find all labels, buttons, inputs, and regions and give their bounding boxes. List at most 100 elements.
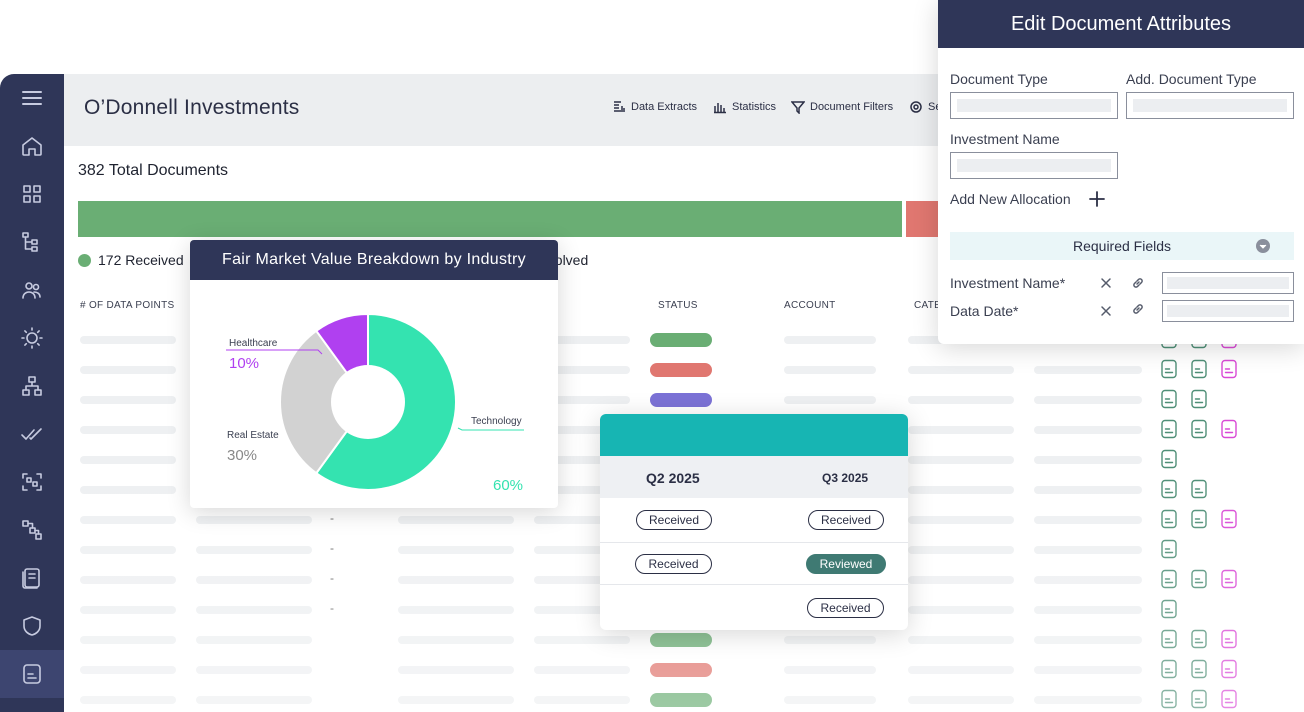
document-icon[interactable] xyxy=(1220,569,1238,589)
document-filters-button[interactable]: Document Filters xyxy=(791,100,893,114)
required-investment-name-field[interactable] xyxy=(1162,272,1294,294)
document-icon[interactable] xyxy=(1160,689,1178,709)
document-icon[interactable] xyxy=(1160,599,1178,619)
check-icon[interactable] xyxy=(20,422,44,446)
row-placeholder xyxy=(908,666,1014,674)
q2-2025-header: Q2 2025 xyxy=(646,470,700,486)
home-icon[interactable] xyxy=(20,134,44,158)
plus-icon[interactable] xyxy=(1089,191,1105,207)
legend-dot-green xyxy=(78,253,91,267)
document-icon[interactable] xyxy=(1220,359,1238,379)
document-type-label: Document Type xyxy=(950,71,1048,87)
bar-chart-icon xyxy=(714,103,726,114)
column-header-status[interactable]: STATUS xyxy=(658,300,698,311)
row-placeholder xyxy=(80,666,176,674)
row-placeholder xyxy=(534,336,630,344)
document-icon[interactable] xyxy=(1220,419,1238,439)
row-placeholder xyxy=(908,426,1014,434)
status-badge-reviewed[interactable]: Reviewed xyxy=(806,554,886,574)
document-icon[interactable] xyxy=(1220,629,1238,649)
document-icon[interactable] xyxy=(1160,509,1178,529)
link-icon[interactable] xyxy=(1131,276,1145,290)
row-placeholder xyxy=(1034,516,1142,524)
status-pill[interactable] xyxy=(650,693,712,707)
document-icon[interactable] xyxy=(1220,509,1238,529)
status-badge[interactable]: Received xyxy=(635,554,712,574)
status-pill[interactable] xyxy=(650,333,712,347)
users-icon[interactable] xyxy=(20,278,44,302)
book-icon[interactable] xyxy=(20,566,44,590)
document-icon[interactable] xyxy=(1190,509,1208,529)
row-placeholder xyxy=(80,696,176,704)
row-placeholder xyxy=(80,456,176,464)
document-icon[interactable] xyxy=(20,662,44,686)
document-icon[interactable] xyxy=(1190,359,1208,379)
column-header-data-points[interactable]: # OF DATA POINTS xyxy=(80,300,175,311)
additional-document-type-label: Add. Document Type xyxy=(1126,71,1257,87)
row-placeholder xyxy=(1034,546,1142,554)
status-pill[interactable] xyxy=(650,393,712,407)
gear-icon xyxy=(910,101,922,113)
statistics-button[interactable]: Statistics xyxy=(713,100,776,114)
donut-hole xyxy=(331,365,405,439)
document-icon[interactable] xyxy=(1160,359,1178,379)
column-header-category[interactable]: CATE xyxy=(914,300,942,311)
document-icon[interactable] xyxy=(1190,479,1208,499)
document-icon[interactable] xyxy=(1160,629,1178,649)
status-badge[interactable]: Received xyxy=(808,510,884,530)
row-placeholder xyxy=(908,516,1014,524)
row-placeholder xyxy=(908,576,1014,584)
document-icon[interactable] xyxy=(1160,449,1178,469)
document-icon[interactable] xyxy=(1160,419,1178,439)
document-icon[interactable] xyxy=(1190,389,1208,409)
document-icon[interactable] xyxy=(1160,539,1178,559)
document-icon[interactable] xyxy=(1190,419,1208,439)
row-placeholder xyxy=(534,636,630,644)
close-icon[interactable] xyxy=(1099,304,1113,318)
document-icon[interactable] xyxy=(1190,659,1208,679)
document-type-field[interactable] xyxy=(950,92,1118,119)
document-icon[interactable] xyxy=(1190,689,1208,709)
healthcare-leader-line xyxy=(226,349,323,355)
shield-icon[interactable] xyxy=(20,614,44,638)
additional-document-type-field[interactable] xyxy=(1126,92,1294,119)
status-pill[interactable] xyxy=(650,663,712,677)
document-icon[interactable] xyxy=(1160,479,1178,499)
document-icon[interactable] xyxy=(1220,689,1238,709)
flow-icon[interactable] xyxy=(20,518,44,542)
document-icon[interactable] xyxy=(1190,569,1208,589)
tree-icon[interactable] xyxy=(20,230,44,254)
status-pill[interactable] xyxy=(650,633,712,647)
status-badge[interactable]: Received xyxy=(636,510,712,530)
close-icon[interactable] xyxy=(1099,276,1113,290)
empty-value-dash: - xyxy=(330,541,334,555)
document-icon[interactable] xyxy=(1160,569,1178,589)
status-badge[interactable]: Received xyxy=(807,598,884,618)
scan-icon[interactable] xyxy=(20,470,44,494)
hierarchy-icon[interactable] xyxy=(20,374,44,398)
document-icon[interactable] xyxy=(1160,659,1178,679)
settings-button[interactable]: Se xyxy=(909,100,941,114)
donut-slice-real-estate[interactable] xyxy=(279,329,370,475)
menu-icon[interactable] xyxy=(20,86,44,110)
row-placeholder xyxy=(908,366,1014,374)
document-icon[interactable] xyxy=(1220,659,1238,679)
column-header-account[interactable]: ACCOUNT xyxy=(784,300,836,311)
row-placeholder xyxy=(196,606,312,614)
investment-name-field[interactable] xyxy=(950,152,1118,179)
required-data-date-field[interactable] xyxy=(1162,300,1294,322)
row-placeholder xyxy=(784,636,876,644)
link-icon[interactable] xyxy=(1131,302,1145,316)
required-fields-section[interactable]: Required Fields xyxy=(950,232,1294,260)
add-allocation-label[interactable]: Add New Allocation xyxy=(950,191,1071,207)
sun-icon[interactable] xyxy=(20,326,44,350)
status-pill[interactable] xyxy=(650,363,712,377)
row-placeholder xyxy=(80,336,176,344)
investment-name-label: Investment Name xyxy=(950,131,1060,147)
data-extracts-button[interactable]: Data Extracts xyxy=(612,100,697,114)
required-investment-name-label: Investment Name* xyxy=(950,275,1066,291)
document-icon[interactable] xyxy=(1160,389,1178,409)
grid-icon[interactable] xyxy=(20,182,44,206)
chevron-down-icon[interactable] xyxy=(1256,239,1270,253)
document-icon[interactable] xyxy=(1190,629,1208,649)
